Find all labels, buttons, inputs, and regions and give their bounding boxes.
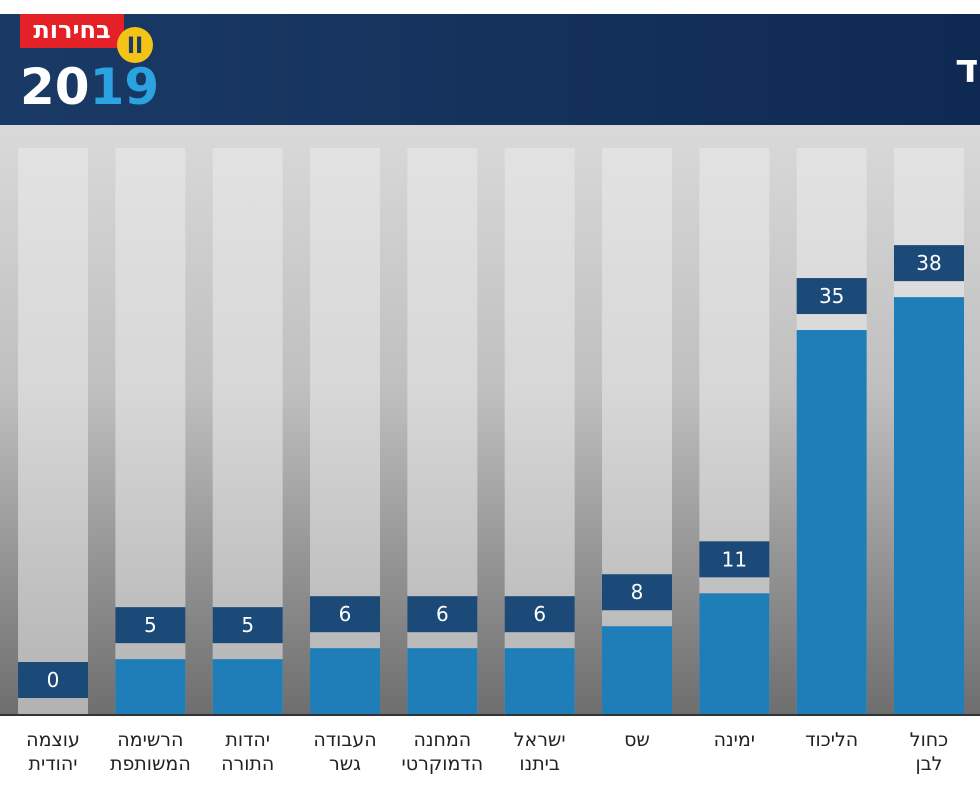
x-tick-label: הליכוד <box>805 729 859 751</box>
column-background <box>18 148 89 714</box>
logo-year: 2019 <box>20 58 159 116</box>
bar <box>407 648 478 714</box>
value-label-box <box>407 596 478 633</box>
bar <box>699 593 770 714</box>
value-label: 8 <box>631 580 644 604</box>
value-label: 6 <box>533 602 546 626</box>
column-background <box>602 148 673 714</box>
x-tick-label: כחול לבן <box>909 729 949 775</box>
logo-badge <box>117 27 153 63</box>
value-label-box <box>504 596 575 633</box>
value-label-box <box>699 541 770 578</box>
logo-box <box>20 14 124 48</box>
value-label-box <box>18 662 89 698</box>
bar <box>602 626 673 714</box>
header <box>0 0 980 125</box>
x-tick-label: הרשימה המשותפת <box>109 729 191 775</box>
bar <box>212 659 283 714</box>
logo-word: בחירות <box>33 16 110 44</box>
value-label-box <box>602 574 673 611</box>
logo-round: II <box>127 34 143 59</box>
bar <box>310 648 381 714</box>
value-label: 35 <box>819 284 844 308</box>
value-label: 38 <box>916 251 941 275</box>
value-label: 5 <box>241 613 254 637</box>
value-label: 5 <box>144 613 157 637</box>
value-label-box <box>115 607 186 644</box>
value-label-box <box>310 596 381 633</box>
x-tick-label: המחנה הדמוקרטי <box>401 729 484 775</box>
x-tick-label: עוצמה יהודית <box>26 729 80 775</box>
x-tick-label: ישראל ביתנו <box>513 729 566 775</box>
value-label: 6 <box>436 602 449 626</box>
bar <box>504 648 575 714</box>
value-label-box <box>212 607 283 644</box>
x-tick-label: ימינה <box>713 729 756 751</box>
value-label-box <box>894 245 964 282</box>
header-top <box>0 0 980 14</box>
x-tick-label: יהדות התורה <box>221 729 275 775</box>
x-tick-label: שס <box>624 729 650 751</box>
chart-title: תמונת המנדטים לפי המעטפות הכפולות בלבד <box>955 46 980 92</box>
logo-year-b: 19 <box>90 58 160 116</box>
value-label: 11 <box>722 547 747 571</box>
bar <box>796 330 867 714</box>
value-label-box <box>796 278 867 315</box>
bar <box>115 659 186 714</box>
x-tick-label: העבודה גשר <box>313 729 377 775</box>
logo-year-a: 20 <box>20 58 90 116</box>
value-label: 6 <box>339 602 352 626</box>
value-label: 0 <box>47 668 60 692</box>
bar <box>894 297 964 714</box>
